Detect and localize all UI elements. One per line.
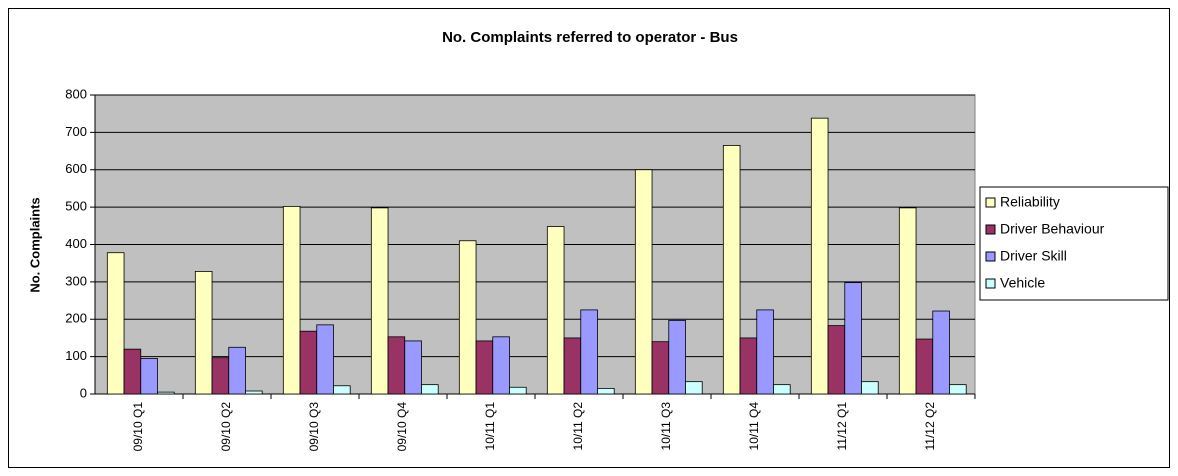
bar bbox=[299, 330, 318, 395]
bar bbox=[106, 252, 125, 395]
bar bbox=[194, 271, 213, 395]
bar bbox=[739, 337, 758, 395]
y-tick-label: 200 bbox=[65, 311, 87, 326]
x-tick-label: 09/10 Q2 bbox=[219, 402, 233, 452]
bar bbox=[316, 324, 334, 395]
bar bbox=[773, 384, 791, 395]
bar bbox=[563, 337, 582, 395]
legend-label: Driver Behaviour bbox=[1000, 221, 1105, 237]
bar bbox=[651, 341, 670, 395]
bar bbox=[245, 390, 263, 395]
legend-swatch bbox=[985, 224, 996, 235]
bar bbox=[861, 381, 879, 395]
legend-label: Driver Skill bbox=[1000, 248, 1067, 264]
legend-box bbox=[979, 186, 1169, 301]
bar bbox=[949, 384, 967, 395]
legend-label: Vehicle bbox=[1000, 275, 1045, 291]
bar bbox=[387, 336, 406, 395]
bar bbox=[458, 240, 477, 395]
bar bbox=[898, 207, 917, 395]
bar bbox=[492, 336, 510, 395]
bar bbox=[282, 205, 301, 395]
x-tick-label: 10/11 Q3 bbox=[659, 402, 673, 451]
x-tick-label: 09/10 Q4 bbox=[395, 402, 409, 452]
bar bbox=[722, 145, 741, 395]
bar bbox=[370, 207, 389, 395]
y-tick-label: 800 bbox=[65, 86, 87, 101]
chart-title: No. Complaints referred to operator - Bu… bbox=[442, 29, 738, 46]
y-axis-label: No. Complaints bbox=[27, 197, 42, 292]
x-tick-label: 11/12 Q1 bbox=[835, 402, 849, 451]
bar bbox=[597, 387, 615, 395]
x-tick-label: 09/10 Q1 bbox=[131, 402, 145, 452]
bar bbox=[333, 385, 351, 395]
bar bbox=[546, 226, 565, 395]
bar bbox=[123, 348, 142, 395]
bar bbox=[509, 386, 527, 395]
bar bbox=[685, 381, 703, 395]
legend-swatch bbox=[985, 197, 996, 208]
bar bbox=[404, 340, 422, 395]
bar bbox=[157, 391, 175, 395]
y-tick-label: 700 bbox=[65, 124, 87, 139]
legend-swatch bbox=[985, 278, 996, 289]
bar bbox=[421, 384, 439, 395]
bar bbox=[140, 358, 158, 395]
x-tick-label: 09/10 Q3 bbox=[307, 402, 321, 452]
x-tick-label: 10/11 Q1 bbox=[483, 402, 497, 451]
bar bbox=[668, 319, 686, 395]
x-tick-label: 11/12 Q2 bbox=[923, 402, 937, 451]
legend-label: Reliability bbox=[1000, 194, 1060, 210]
y-tick-label: 0 bbox=[80, 385, 87, 400]
y-tick-label: 400 bbox=[65, 236, 87, 251]
y-tick-label: 500 bbox=[65, 199, 87, 214]
bar bbox=[228, 346, 246, 395]
legend-swatch bbox=[985, 251, 996, 262]
bar bbox=[932, 310, 950, 395]
bar bbox=[810, 117, 829, 395]
y-tick-label: 100 bbox=[65, 348, 87, 363]
x-tick-label: 10/11 Q4 bbox=[747, 402, 761, 451]
bar bbox=[475, 340, 494, 395]
bar bbox=[827, 325, 846, 395]
bar bbox=[634, 169, 653, 395]
bar bbox=[580, 309, 598, 395]
bar bbox=[211, 357, 230, 395]
bar bbox=[915, 338, 934, 395]
bar bbox=[844, 282, 862, 395]
bar bbox=[756, 309, 774, 395]
y-tick-label: 600 bbox=[65, 161, 87, 176]
x-tick-label: 10/11 Q2 bbox=[571, 402, 585, 451]
y-tick-label: 300 bbox=[65, 273, 87, 288]
